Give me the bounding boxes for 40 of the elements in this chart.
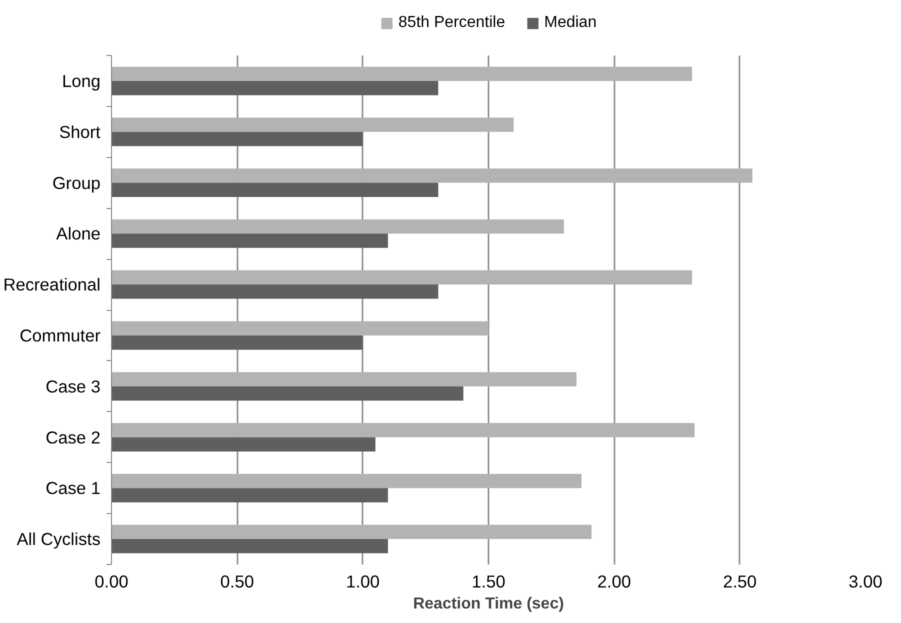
bar <box>112 335 363 350</box>
bar <box>112 168 752 183</box>
bar <box>112 437 376 452</box>
legend-label: Median <box>544 14 597 32</box>
bar <box>112 234 388 248</box>
bar <box>112 284 438 299</box>
bar <box>112 132 363 146</box>
x-tick-label: 1.00 <box>346 572 380 592</box>
bar <box>112 270 692 285</box>
y-tick-label: Recreational <box>3 274 101 295</box>
y-tick-label: Alone <box>56 224 101 244</box>
y-tick-label: Long <box>62 70 101 91</box>
x-axis-title: Reaction Time (sec) <box>413 596 564 612</box>
x-tick-label: 3.00 <box>848 572 882 592</box>
y-tick-label: Case 3 <box>46 376 101 396</box>
bar <box>112 474 582 488</box>
y-tick-label: Case 2 <box>46 427 101 448</box>
x-tick-label: 0.00 <box>94 572 128 592</box>
bar <box>112 524 592 540</box>
x-tick-label: 2.50 <box>722 572 757 592</box>
bar <box>112 386 464 401</box>
y-tick-label: Short <box>59 122 101 142</box>
x-tick-label: 1.50 <box>472 572 506 592</box>
bar <box>112 488 388 502</box>
legend-label: 85th Percentile <box>398 14 506 32</box>
bar <box>112 539 388 554</box>
y-tick-label: Group <box>52 172 101 193</box>
bar <box>112 182 438 197</box>
bar <box>112 219 564 234</box>
x-tick-label: 2.00 <box>597 572 632 592</box>
bar <box>112 321 488 336</box>
bar <box>112 118 514 132</box>
y-tick-label: All Cyclists <box>16 529 101 550</box>
bar <box>112 66 692 81</box>
x-tick-label: 0.50 <box>220 572 254 592</box>
y-tick-label: Commuter <box>20 325 101 346</box>
bar <box>112 372 576 386</box>
bar <box>112 423 695 438</box>
bar <box>112 80 438 96</box>
y-tick-label: Case 1 <box>46 478 101 498</box>
